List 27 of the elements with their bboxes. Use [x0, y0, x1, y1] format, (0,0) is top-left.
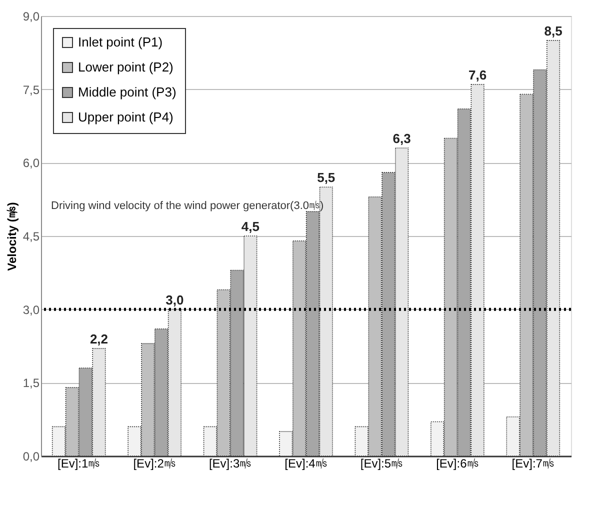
y-tick-label: 1,5 [22, 376, 40, 390]
x-tick-label: [Ev]:3㎧ [208, 456, 252, 470]
y-tick-label: 3,0 [22, 302, 40, 317]
legend-label: Middle point (P3) [78, 84, 176, 100]
data-label: 7,6 [468, 67, 487, 82]
data-label: 2,2 [90, 331, 108, 346]
x-tick-label: [Ev]:6㎧ [436, 456, 479, 470]
y-tick-label: 7,5 [22, 82, 40, 97]
y-tick-label: 0,0 [22, 450, 40, 464]
data-label: 6,3 [392, 131, 411, 146]
legend-label: Inlet point (P1) [78, 34, 163, 50]
x-tick-label: [Ev]:5㎧ [360, 456, 404, 470]
data-label: 3,0 [166, 292, 184, 308]
x-tick-label: [Ev]:7㎧ [512, 456, 554, 470]
y-axis-title: Velocity (㎧) [4, 202, 19, 271]
data-label: 5,5 [317, 170, 336, 186]
data-label: 4,5 [241, 219, 260, 234]
x-tick-label: [Ev]:4㎧ [284, 456, 328, 470]
annotation: Driving wind velocity of the wind power generator(3.0㎧) [51, 200, 324, 212]
y-tick-label: 9,0 [22, 10, 40, 24]
y-tick-label: 4,5 [22, 230, 40, 244]
data-label: 8,5 [544, 23, 562, 38]
legend-label: Upper point (P4) [78, 110, 174, 124]
y-tick-label: 6,0 [22, 156, 40, 170]
legend-label: Lower point (P2) [78, 60, 174, 74]
x-tick-label: [Ev]:2㎧ [133, 456, 176, 470]
x-tick-label: [Ev]:1㎧ [58, 456, 100, 470]
